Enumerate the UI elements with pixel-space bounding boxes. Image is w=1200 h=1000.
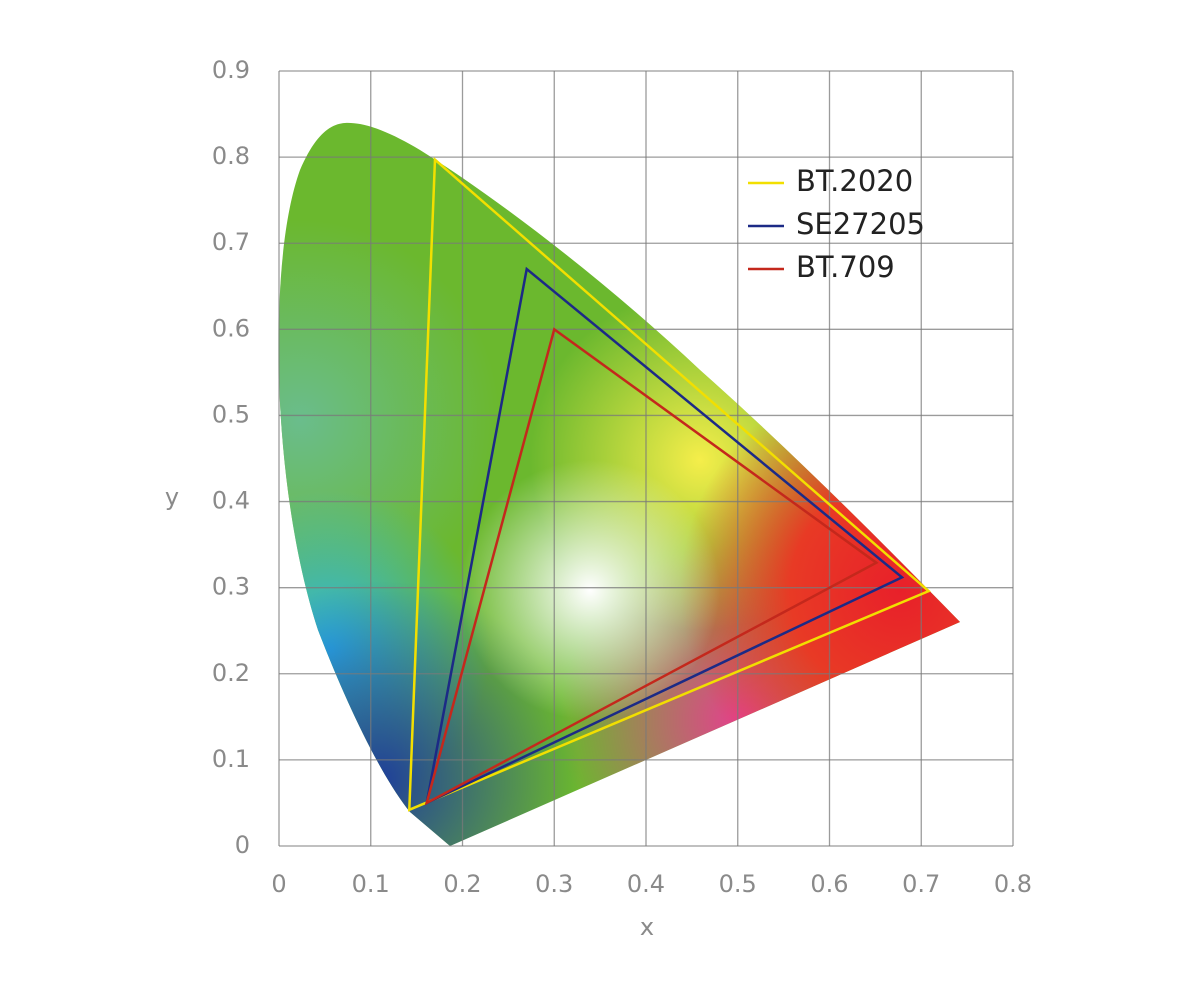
x-tick-label: 0.4 [627, 870, 665, 898]
gamut-line [424, 327, 879, 806]
x-tick-label: 0.7 [902, 870, 940, 898]
x-tick-label: 0 [271, 870, 286, 898]
y-tick-label: 0.3 [212, 573, 250, 601]
legend-label: BT.2020 [796, 164, 913, 198]
y-tick-label: 0.4 [212, 487, 250, 515]
legend-label: SE27205 [796, 207, 925, 241]
x-tick-label: 0.8 [994, 870, 1032, 898]
y-axis-label: y [165, 483, 179, 511]
x-tick-label: 0.5 [719, 870, 757, 898]
y-tick-label: 0.1 [212, 745, 250, 773]
legend-label: BT.709 [796, 250, 895, 284]
y-tick-label: 0.5 [212, 400, 250, 428]
x-tick-label: 0.6 [810, 870, 848, 898]
x-tick-label: 0.1 [352, 870, 390, 898]
y-tick-label: 0.6 [212, 314, 250, 342]
x-tick-label: 0.2 [443, 870, 481, 898]
y-tick-label: 0.2 [212, 659, 250, 687]
y-tick-label: 0 [235, 831, 250, 859]
gamut-line [425, 266, 905, 806]
y-tick-label: 0.8 [212, 142, 250, 170]
x-axis-label: x [640, 913, 654, 941]
x-tick-label: 0.3 [535, 870, 573, 898]
y-tick-label: 0.9 [212, 56, 250, 84]
gamut-line [407, 157, 931, 812]
y-tick-label: 0.7 [212, 228, 250, 256]
